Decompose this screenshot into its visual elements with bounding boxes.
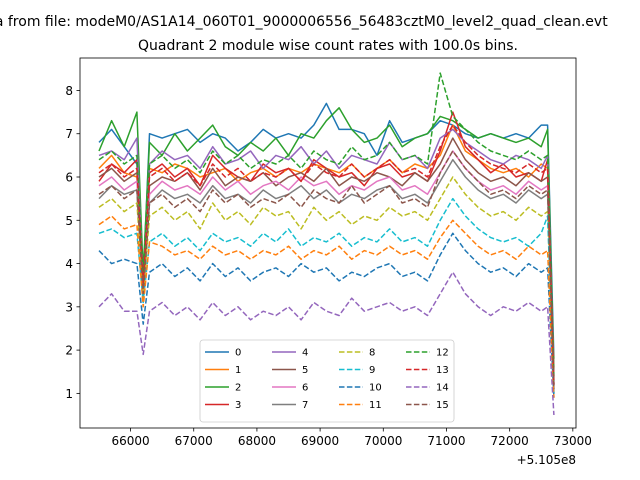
x-tick-label: 69000 bbox=[301, 434, 339, 448]
legend-label-8: 8 bbox=[369, 348, 375, 359]
legend-label-0: 0 bbox=[235, 348, 241, 359]
x-axis-offset-label: +5.105e8 bbox=[517, 453, 576, 467]
x-tick-label: 72000 bbox=[491, 434, 529, 448]
x-axis: 66000 67000 68000 69000 70000 71000 72000 73000 bbox=[111, 428, 592, 448]
y-tick-label: 6 bbox=[65, 171, 73, 185]
legend-label-7: 7 bbox=[302, 400, 308, 411]
legend-label-11: 11 bbox=[369, 400, 382, 411]
x-tick-label: 66000 bbox=[111, 434, 149, 448]
series-line-9 bbox=[98, 197, 555, 394]
legend-label-13: 13 bbox=[436, 365, 449, 376]
legend-label-12: 12 bbox=[436, 348, 449, 359]
series-line-4 bbox=[98, 128, 555, 381]
series-line-7 bbox=[98, 158, 555, 390]
figure-suptitle: Data from file: modeM0/AS1A14_060T01_900… bbox=[0, 14, 608, 30]
series-line-8 bbox=[98, 176, 555, 394]
x-tick-label: 73000 bbox=[554, 434, 592, 448]
legend-label-15: 15 bbox=[436, 400, 449, 411]
legend-label-2: 2 bbox=[235, 383, 241, 394]
series-line-15 bbox=[98, 150, 555, 390]
y-tick-label: 1 bbox=[65, 387, 73, 401]
y-tick-label: 8 bbox=[65, 84, 73, 98]
chart-title: Quadrant 2 module wise count rates with … bbox=[138, 38, 518, 54]
legend-label-6: 6 bbox=[302, 383, 308, 394]
series-line-10 bbox=[98, 232, 555, 398]
series-line-13 bbox=[98, 124, 555, 385]
series-line-2 bbox=[98, 107, 555, 377]
y-tick-label: 5 bbox=[65, 214, 73, 228]
x-tick-label: 68000 bbox=[238, 434, 276, 448]
y-tick-label: 7 bbox=[65, 127, 73, 141]
series-line-5 bbox=[98, 137, 555, 385]
y-tick-label: 3 bbox=[65, 300, 73, 314]
legend-frame bbox=[199, 339, 455, 423]
legend-label-14: 14 bbox=[436, 383, 449, 394]
legend-label-1: 1 bbox=[235, 365, 241, 376]
x-tick-label: 70000 bbox=[364, 434, 402, 448]
x-tick-label: 67000 bbox=[175, 434, 213, 448]
legend-label-9: 9 bbox=[369, 365, 375, 376]
series-line-14 bbox=[98, 271, 555, 416]
legend-label-5: 5 bbox=[302, 365, 308, 376]
legend-label-10: 10 bbox=[369, 383, 382, 394]
series-group bbox=[98, 72, 555, 416]
y-tick-label: 4 bbox=[65, 257, 73, 271]
y-tick-label: 2 bbox=[65, 344, 73, 358]
series-line-6 bbox=[98, 150, 555, 390]
legend-label-3: 3 bbox=[235, 400, 241, 411]
series-line-12 bbox=[98, 72, 555, 381]
x-tick-label: 71000 bbox=[427, 434, 465, 448]
axes-frame bbox=[79, 57, 577, 429]
series-line-11 bbox=[98, 215, 555, 398]
legend-label-4: 4 bbox=[302, 348, 308, 359]
y-axis: 1 2 3 4 5 6 7 8 bbox=[65, 84, 80, 401]
